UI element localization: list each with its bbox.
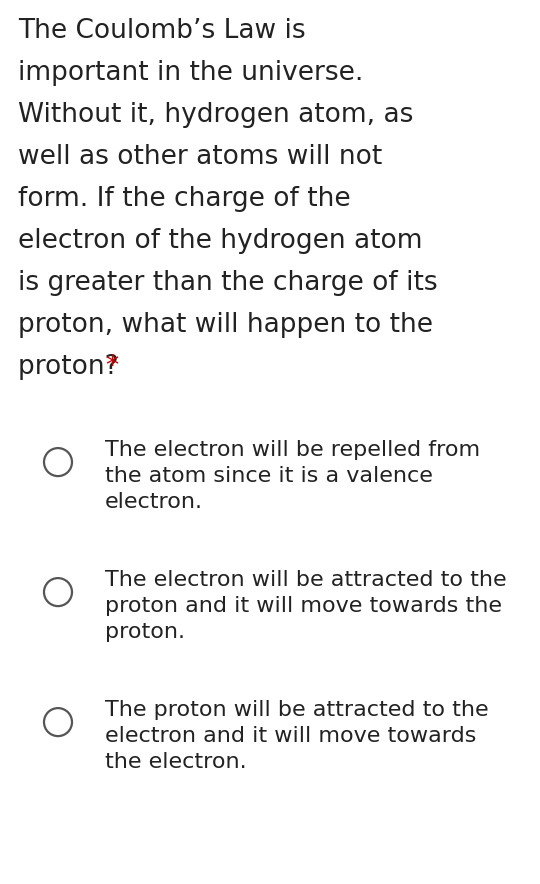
Text: proton, what will happen to the: proton, what will happen to the: [18, 312, 433, 338]
Text: the electron.: the electron.: [105, 752, 247, 772]
Text: proton.: proton.: [105, 622, 185, 642]
Text: *: *: [105, 354, 118, 380]
Text: electron and it will move towards: electron and it will move towards: [105, 726, 476, 746]
Text: The Coulomb’s Law is: The Coulomb’s Law is: [18, 18, 306, 44]
Text: electron of the hydrogen atom: electron of the hydrogen atom: [18, 228, 422, 254]
Text: important in the universe.: important in the universe.: [18, 60, 363, 86]
Text: The electron will be attracted to the: The electron will be attracted to the: [105, 570, 507, 590]
Text: proton?: proton?: [18, 354, 127, 380]
Text: proton and it will move towards the: proton and it will move towards the: [105, 596, 502, 616]
Text: form. If the charge of the: form. If the charge of the: [18, 186, 350, 212]
Text: Without it, hydrogen atom, as: Without it, hydrogen atom, as: [18, 102, 414, 128]
Text: The proton will be attracted to the: The proton will be attracted to the: [105, 700, 489, 720]
Text: well as other atoms will not: well as other atoms will not: [18, 144, 382, 170]
Text: the atom since it is a valence: the atom since it is a valence: [105, 466, 433, 486]
Text: The electron will be repelled from: The electron will be repelled from: [105, 440, 480, 460]
Text: electron.: electron.: [105, 492, 203, 512]
Text: is greater than the charge of its: is greater than the charge of its: [18, 270, 437, 296]
